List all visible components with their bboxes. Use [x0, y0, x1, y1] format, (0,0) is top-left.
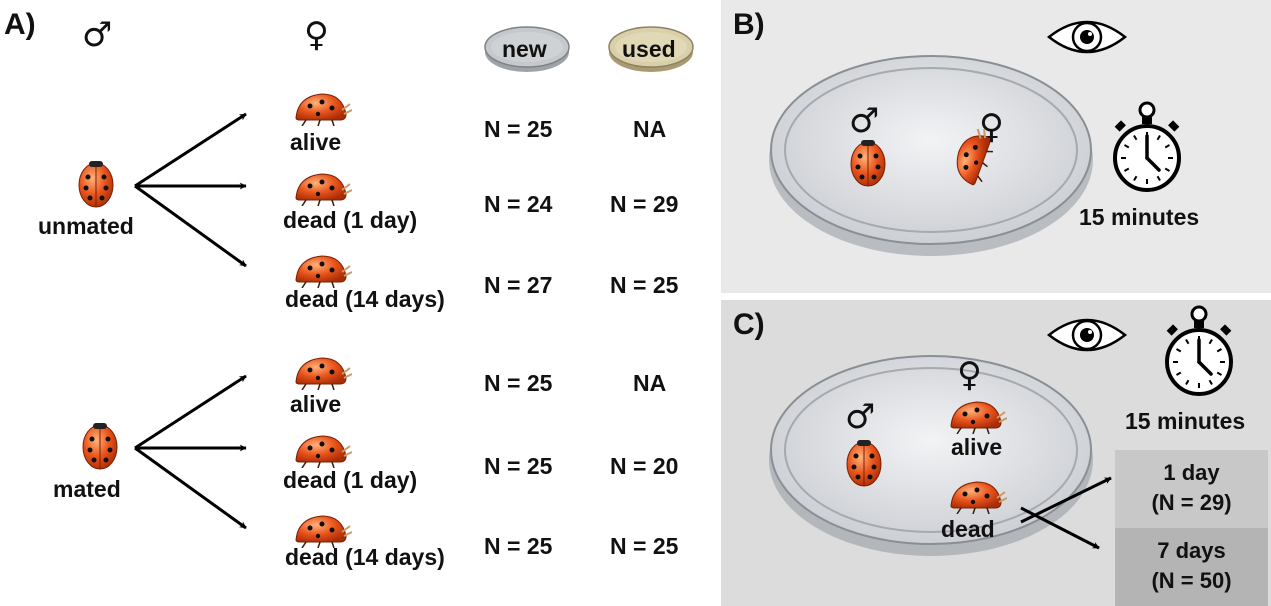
male-symbol: ♂: [82, 15, 113, 55]
arrows-unmated: [134, 112, 247, 268]
new-dish-icon: [484, 26, 570, 72]
n-used: NA: [633, 370, 667, 396]
female-beetle-icon: [295, 255, 352, 288]
row-label: alive: [290, 129, 342, 155]
row-label: dead (1 day): [283, 467, 418, 493]
group-label-unmated: unmated: [38, 213, 134, 239]
n-used: N = 20: [610, 453, 679, 479]
used-dish-icon: [608, 26, 694, 72]
female-beetle-icon: [295, 357, 352, 390]
alive-label: alive: [951, 434, 1003, 460]
outcome-n: (N = 29): [1151, 490, 1232, 515]
female-symbol: ♀: [957, 355, 982, 395]
panel-c-label: C): [733, 308, 765, 341]
male-beetle: [850, 139, 886, 187]
panel-b: B) ♂ ♀ 15 minutes: [721, 0, 1271, 293]
female-beetle: [948, 128, 1001, 189]
n-used: N = 29: [610, 191, 679, 217]
duration-label: 15 minutes: [1125, 408, 1246, 434]
panel-c: C) ♂ ♀ alive dead 15 minutes 1 day (N = …: [721, 300, 1271, 606]
column-new-label: new: [502, 36, 547, 62]
dead-label: dead: [941, 516, 995, 542]
outcome-n: (N = 50): [1151, 568, 1232, 593]
n-new: N = 24: [484, 191, 553, 217]
column-used-label: used: [622, 36, 676, 62]
n-new: N = 27: [484, 272, 553, 298]
male-symbol: ♂: [849, 101, 880, 141]
female-beetle-icon: [295, 515, 352, 548]
n-new: N = 25: [484, 370, 553, 396]
outcome-duration: 7 days: [1157, 538, 1226, 563]
outcome-duration: 1 day: [1163, 460, 1220, 485]
arrows-mated: [134, 374, 247, 530]
eye-icon: [1047, 20, 1127, 54]
panel-b-label: B): [733, 8, 765, 41]
row-label: alive: [290, 391, 342, 417]
n-new: N = 25: [484, 533, 553, 559]
outcome-box-1-day: 1 day (N = 29): [1115, 450, 1268, 528]
n-used: NA: [633, 116, 667, 142]
female-beetle-icon: [295, 93, 352, 126]
n-used: N = 25: [610, 272, 679, 298]
n-used: N = 25: [610, 533, 679, 559]
row-label: dead (1 day): [283, 207, 418, 233]
female-beetle-icon: [295, 173, 352, 206]
petri-dish: [769, 55, 1093, 256]
outcome-arrows: [1020, 476, 1112, 550]
row-label: dead (14 days): [285, 544, 445, 570]
female-symbol: ♀: [304, 15, 329, 55]
outcome-box-7-days: 7 days (N = 50): [1115, 528, 1268, 606]
stopwatch-icon: [1112, 101, 1182, 192]
group-label-mated: mated: [53, 476, 121, 502]
n-new: N = 25: [484, 453, 553, 479]
duration-label: 15 minutes: [1079, 204, 1200, 230]
n-new: N = 25: [484, 116, 553, 142]
female-beetle-icon: [295, 435, 352, 468]
row-label: dead (14 days): [285, 286, 445, 312]
male-symbol: ♂: [845, 397, 876, 437]
panel-a-label: A): [4, 8, 36, 41]
petri-dish: [769, 355, 1093, 556]
